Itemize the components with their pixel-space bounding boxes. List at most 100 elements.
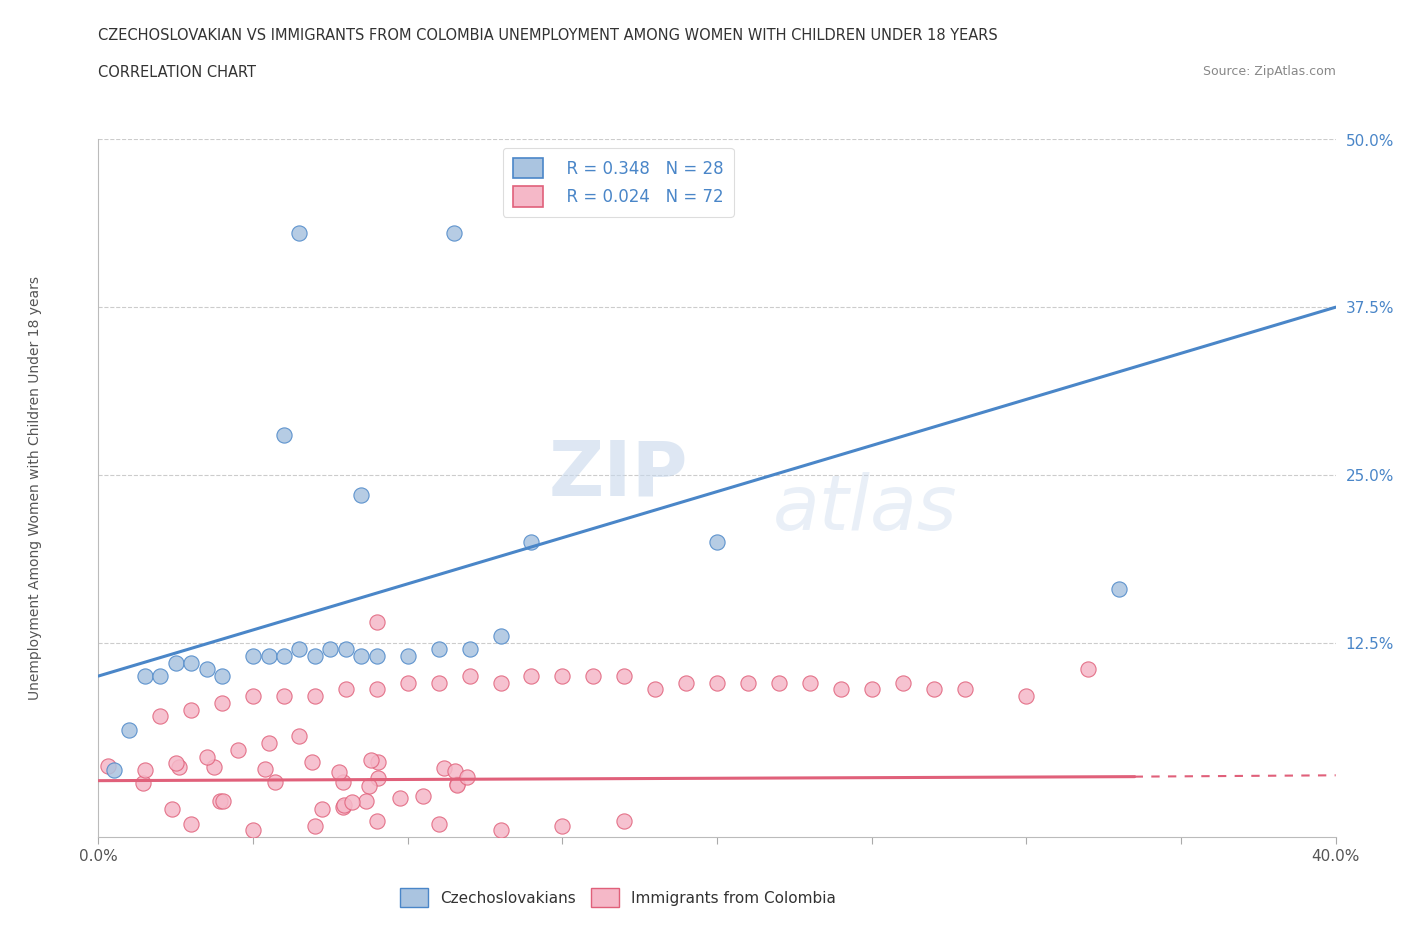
Point (165, 656, 187, 671)
Point (288, 226, 311, 241)
Point (264, 774, 287, 789)
Point (396, 675, 419, 690)
Point (257, 736, 280, 751)
Point (202, 759, 225, 774)
Point (328, 764, 350, 779)
Point (830, 682, 852, 697)
Point (357, 778, 380, 793)
Text: CORRELATION CHART: CORRELATION CHART (98, 65, 256, 80)
Point (134, 763, 156, 777)
Point (367, 771, 389, 786)
Point (706, 535, 728, 550)
Point (332, 800, 354, 815)
Point (860, 682, 883, 697)
Point (273, 427, 295, 442)
Point (301, 754, 323, 769)
Point (953, 682, 976, 697)
Point (169, 760, 191, 775)
Point (433, 761, 456, 776)
Point (427, 817, 450, 831)
Point (304, 689, 326, 704)
Point (180, 817, 202, 831)
Text: Unemployment Among Women with Children Under 18 years: Unemployment Among Women with Children U… (28, 276, 42, 700)
Point (443, 226, 465, 241)
Point (212, 793, 235, 808)
Point (242, 823, 264, 838)
Point (644, 682, 666, 697)
Point (489, 629, 512, 644)
Point (458, 669, 481, 684)
Text: Source: ZipAtlas.com: Source: ZipAtlas.com (1202, 65, 1336, 78)
Point (520, 669, 543, 684)
Point (242, 648, 264, 663)
Point (551, 669, 574, 684)
Point (304, 648, 326, 663)
Point (456, 770, 478, 785)
Point (446, 777, 468, 792)
Point (520, 535, 543, 550)
Point (356, 793, 378, 808)
Point (412, 789, 434, 804)
Legend: Czechoslovakians, Immigrants from Colombia: Czechoslovakians, Immigrants from Colomb… (394, 883, 842, 913)
Point (149, 709, 172, 724)
Point (165, 756, 187, 771)
Point (891, 675, 914, 690)
Point (195, 662, 218, 677)
Point (1015, 689, 1038, 704)
Point (304, 818, 326, 833)
Point (675, 675, 697, 690)
Point (134, 669, 156, 684)
Point (160, 802, 183, 817)
Point (396, 648, 419, 663)
Point (242, 689, 264, 704)
Point (582, 669, 605, 684)
Point (132, 776, 155, 790)
Point (768, 675, 790, 690)
Point (366, 648, 388, 663)
Point (273, 648, 295, 663)
Point (332, 775, 354, 790)
Point (446, 777, 468, 791)
Point (489, 823, 512, 838)
Point (195, 749, 218, 764)
Point (706, 675, 728, 690)
Point (366, 814, 388, 829)
Text: atlas: atlas (773, 472, 957, 546)
Text: CZECHOSLOVAKIAN VS IMMIGRANTS FROM COLOMBIA UNEMPLOYMENT AMONG WOMEN WITH CHILDR: CZECHOSLOVAKIAN VS IMMIGRANTS FROM COLOM… (98, 28, 998, 43)
Point (489, 675, 512, 690)
Point (737, 675, 759, 690)
Point (257, 648, 280, 663)
Point (118, 723, 141, 737)
Point (180, 702, 202, 717)
Point (350, 487, 373, 502)
Point (1077, 662, 1099, 677)
Point (1108, 581, 1130, 596)
Point (613, 669, 636, 684)
Point (180, 656, 202, 671)
Point (273, 689, 295, 704)
Point (335, 642, 357, 657)
Point (366, 682, 388, 697)
Point (209, 793, 232, 808)
Point (613, 814, 636, 829)
Point (333, 798, 356, 813)
Point (226, 742, 249, 757)
Point (389, 791, 412, 806)
Point (311, 802, 333, 817)
Text: ZIP: ZIP (548, 437, 688, 512)
Point (360, 753, 382, 768)
Point (366, 615, 388, 630)
Point (335, 682, 357, 697)
Point (444, 764, 467, 778)
Point (103, 763, 125, 777)
Point (458, 642, 481, 657)
Point (350, 648, 373, 663)
Point (922, 682, 945, 697)
Point (254, 762, 277, 777)
Point (97, 759, 120, 774)
Point (211, 696, 233, 711)
Point (288, 729, 311, 744)
Point (149, 669, 172, 684)
Point (319, 642, 342, 657)
Point (427, 675, 450, 690)
